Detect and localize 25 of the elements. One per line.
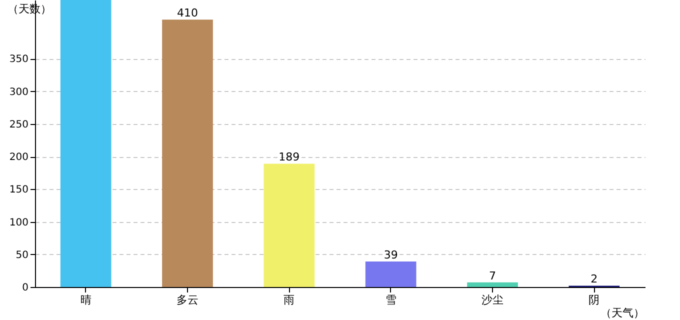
- x-tick-label: 沙尘: [482, 294, 504, 306]
- data-label: 2: [590, 272, 598, 286]
- x-axis-title: （天气）: [600, 306, 644, 320]
- x-tick-label: 阴: [588, 294, 600, 306]
- x-tick-label: 晴: [80, 294, 92, 306]
- x-tick-label: 多云: [176, 294, 198, 306]
- y-tick-label: 200: [9, 152, 28, 164]
- y-tick-label: 50: [16, 250, 28, 261]
- y-tick-label: 0: [22, 282, 28, 294]
- x-tick-label: 雨: [284, 294, 295, 306]
- y-tick-label: 100: [9, 217, 28, 228]
- y-tick-label: 250: [9, 119, 28, 130]
- data-label: 410: [177, 6, 198, 20]
- data-label: 39: [384, 248, 398, 262]
- bar: [264, 164, 315, 287]
- data-label: 7: [489, 269, 496, 282]
- bar: [467, 282, 518, 287]
- bar: [162, 20, 213, 287]
- bar: [365, 262, 416, 287]
- data-label: 189: [278, 150, 300, 164]
- y-tick-label: 300: [9, 86, 28, 98]
- y-tick-label: 150: [9, 184, 28, 196]
- y-tick-label: 350: [9, 54, 28, 66]
- x-tick-label: 雪: [385, 294, 396, 306]
- bar: [60, 0, 112, 287]
